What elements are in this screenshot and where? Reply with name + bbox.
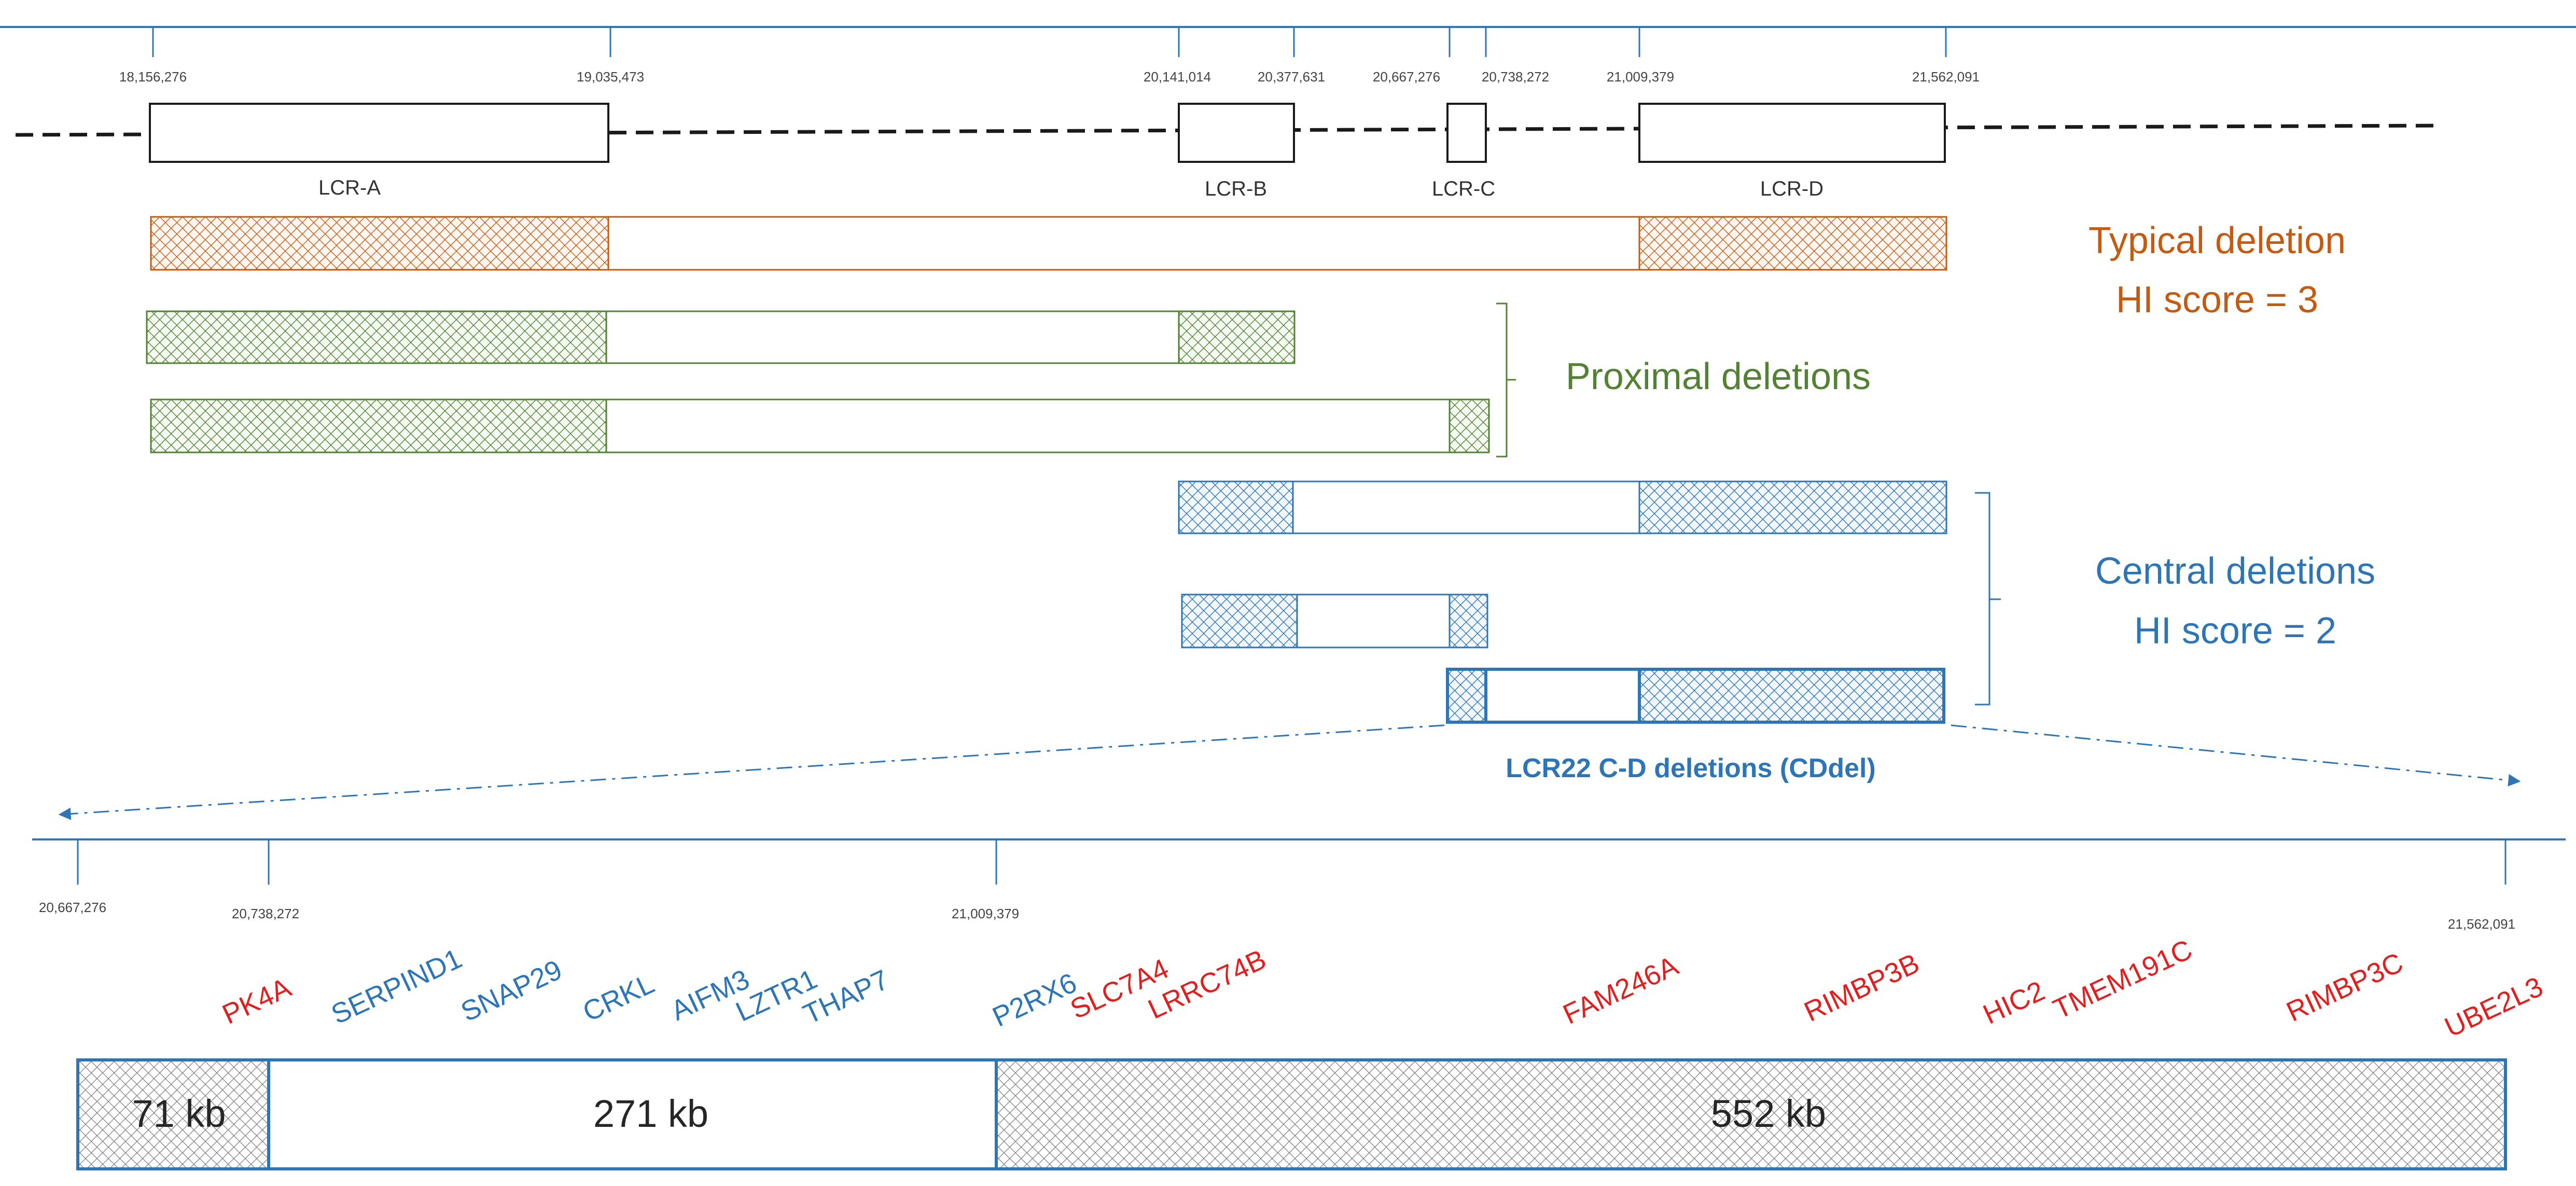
gene-label-rimbp3b: RIMBP3B (1800, 947, 1924, 1028)
bottom-tick-label: 21,562,091 (2448, 916, 2515, 932)
gene-label-rimbp3c: RIMBP3C (2282, 947, 2408, 1028)
central-deletions: Central deletions HI score = 2 LCR22 C-D… (1178, 480, 2375, 783)
proximal-deletion-a-b-lcr-a-segment (146, 310, 607, 364)
lcr-b-box (1178, 103, 1295, 163)
gene-label-fam246a: FAM246A (1558, 950, 1683, 1030)
cddel-lcr-d-segment (1638, 668, 1945, 724)
gene-labels: PK4A SERPIND1 SNAP29 CRKL AIFM3 LZTR1 TH… (218, 934, 2548, 1043)
top-tick-label: 20,738,272 (1482, 69, 1549, 85)
top-tick-label: 20,667,276 (1373, 69, 1440, 85)
central-deletion-b-d-lcr-b-segment (1178, 480, 1294, 534)
central-deletion-b-c-lcr-c-segment (1449, 594, 1488, 649)
zoom-arrow-right (1951, 724, 2521, 787)
gene-label-tmem191c: TMEM191C (2049, 934, 2197, 1025)
lcr-a-box (149, 103, 609, 163)
typical-deletion-lcr-a-segment (150, 216, 609, 271)
gene-label-snap29: SNAP29 (456, 954, 567, 1028)
lcr-a-label: LCR-A (318, 176, 381, 199)
central-deletion-b-d-lcr-d-segment (1638, 480, 1947, 534)
proximal-deletion-a-c-lcr-c-segment (1449, 398, 1490, 453)
central-bracket (1975, 492, 2001, 706)
gene-label-crkl: CRKL (578, 968, 659, 1028)
top-tick-label: 21,562,091 (1912, 69, 1980, 85)
typical-deletion: Typical deletion HI score = 3 (150, 216, 2346, 321)
proximal-deletions-label: Proximal deletions (1566, 356, 1871, 397)
top-axis: 18,156,276 19,035,473 20,141,014 20,377,… (0, 26, 2576, 85)
gene-label-pk4a: PK4A (218, 972, 296, 1030)
lcr-c-label: LCR-C (1432, 177, 1495, 200)
proximal-deletion-a-b-lcr-b-segment (1178, 310, 1296, 364)
lcr-c-box (1446, 103, 1487, 163)
segment-bar: 71 kb 271 kb 552 kb (76, 1058, 2507, 1170)
top-tick-label: 21,009,379 (1607, 69, 1674, 85)
central-deletion-b-c-lcr-b-segment (1181, 594, 1298, 649)
proximal-deletions: Proximal deletions (146, 302, 1871, 458)
zoom-arrow-left (58, 724, 1445, 820)
cddel-caption: LCR22 C-D deletions (CDdel) (1506, 753, 1876, 783)
segment-552kb (995, 1058, 2507, 1170)
bottom-tick-label: 20,738,272 (232, 906, 299, 921)
top-tick-label: 19,035,473 (577, 69, 644, 85)
cddel-lcr-c-segment (1446, 668, 1487, 724)
segment-271kb-label: 271 kb (593, 1092, 708, 1135)
bottom-tick-label: 21,009,379 (952, 906, 1019, 921)
lcr-d-label: LCR-D (1760, 177, 1823, 200)
segment-271kb (267, 1058, 998, 1170)
segment-71kb-label: 71 kb (132, 1092, 226, 1135)
typical-deletion-lcr-d-segment (1638, 216, 1947, 271)
proximal-bracket (1496, 302, 1516, 458)
bottom-axis: 20,667,276 20,738,272 21,009,379 21,562,… (32, 838, 2566, 932)
top-tick-label: 20,141,014 (1144, 69, 1211, 85)
top-tick-label: 20,377,631 (1258, 69, 1325, 85)
proximal-deletion-a-c-lcr-a-segment (150, 398, 607, 453)
chromosome-track: LCR-A LCR-B LCR-C LCR-D (15, 103, 2443, 200)
gene-label-serpind1: SERPIND1 (327, 943, 467, 1030)
zoom-arrows (58, 724, 2521, 820)
gene-label-ube2l3: UBE2L3 (2440, 971, 2548, 1043)
gene-label-hic2: HIC2 (1979, 975, 2050, 1030)
central-deletions-label: Central deletions (2095, 550, 2375, 592)
segment-552kb-label: 552 kb (1711, 1092, 1826, 1135)
lcr-b-label: LCR-B (1205, 177, 1267, 200)
bottom-tick-label: 20,667,276 (39, 900, 106, 915)
typical-deletion-label: Typical deletion (2088, 220, 2346, 261)
lcr-d-box (1638, 103, 1946, 163)
top-tick-label: 18,156,276 (119, 69, 187, 85)
typical-deletion-hi-score: HI score = 3 (2116, 279, 2318, 321)
segment-71kb (76, 1058, 270, 1170)
central-deletions-hi-score: HI score = 2 (2134, 610, 2336, 652)
